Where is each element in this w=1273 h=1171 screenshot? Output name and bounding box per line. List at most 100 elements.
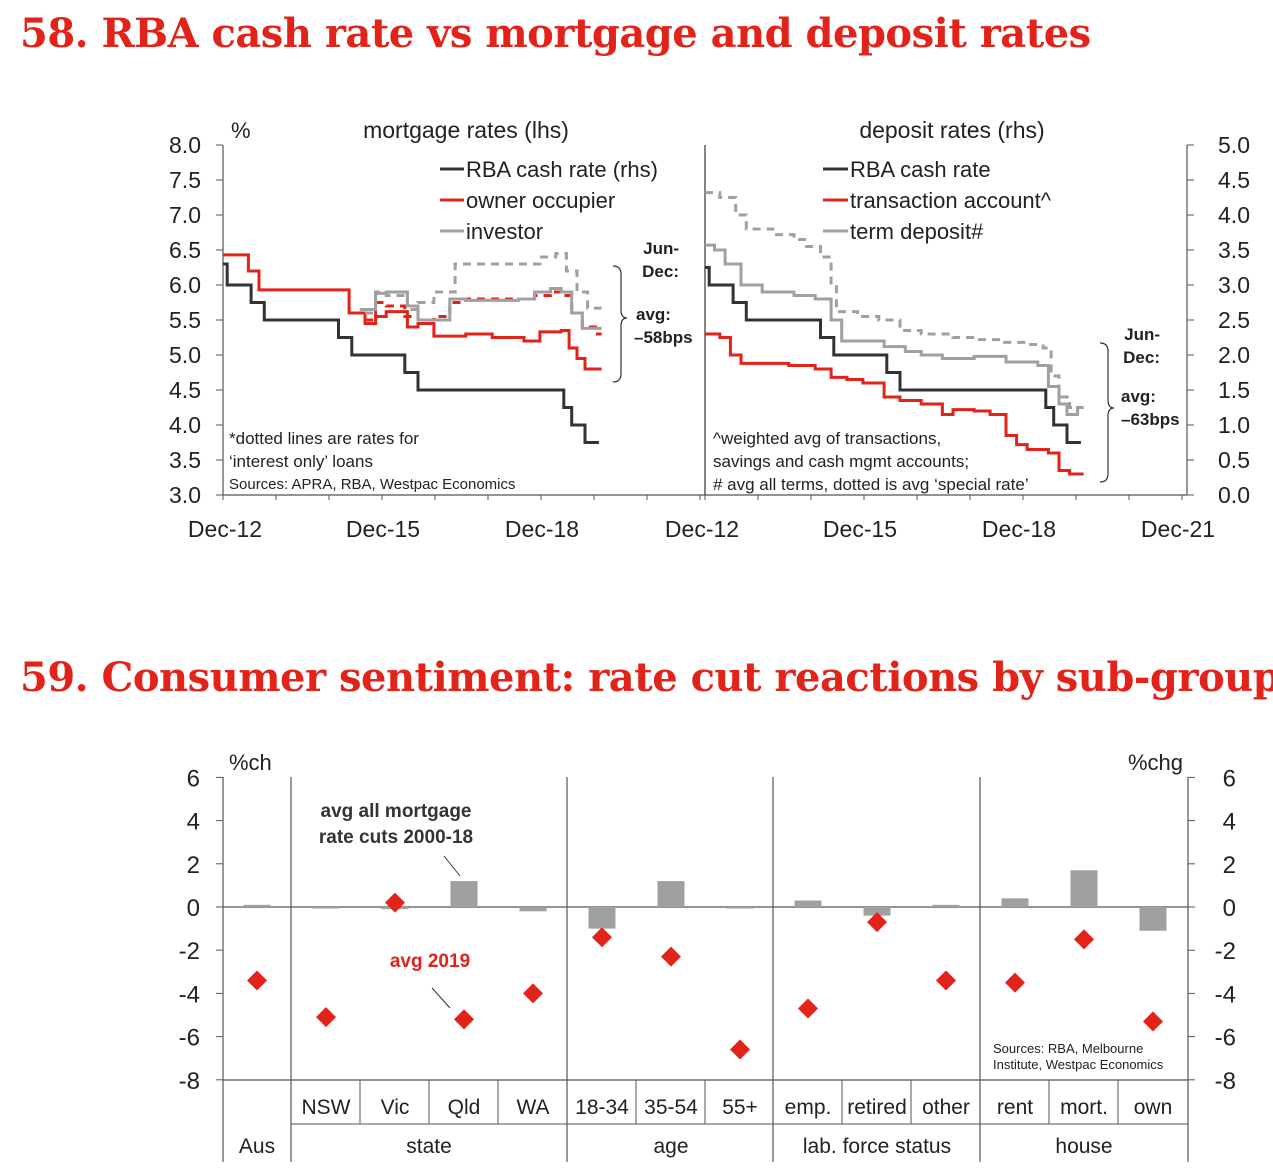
c2-right-tick-label: -4	[1215, 981, 1236, 1008]
left-tick-label: 6.5	[169, 237, 201, 263]
group-label-age: age	[653, 1135, 688, 1158]
c2-left-tick-label: -2	[179, 938, 200, 965]
marker-2019-55	[730, 1039, 750, 1060]
chart1-note-right-2: savings and cash mgmt accounts;	[713, 452, 969, 471]
chart1-right-annotation: Jun- Dec: avg: –63bps	[1099, 325, 1180, 483]
marker-2019-18-34	[592, 927, 612, 948]
x-tick-label-dec-18: Dec-18	[982, 516, 1056, 542]
c2-right-tick-label: -2	[1215, 938, 1236, 965]
chart1-right-panel-title: deposit rates (rhs)	[859, 117, 1044, 143]
chart1-line-cash-rhs	[705, 266, 1081, 444]
chart1-note-right-3: # avg all terms, dotted is avg ‘special …	[713, 475, 1029, 494]
legend-label-investor: investor	[466, 219, 543, 244]
ann-left-line3: avg:	[636, 305, 671, 324]
category-label-other: other	[922, 1096, 970, 1119]
marker-2019-own	[1143, 1011, 1163, 1032]
left-tick-label: 5.5	[169, 307, 201, 333]
left-tick-label: 3.0	[169, 482, 201, 508]
bar-other	[932, 904, 960, 907]
chart1-left-annotation: Jun- Dec: avg: –58bps	[612, 239, 693, 383]
ann-right-line3: avg:	[1121, 387, 1156, 406]
x-tick-label-dec-12: Dec-12	[188, 516, 262, 542]
category-label-55: 55+	[722, 1096, 758, 1119]
left-tick-label: 3.5	[169, 447, 201, 473]
c2-right-tick-label: 2	[1223, 852, 1236, 879]
ann-right-line4: –63bps	[1121, 410, 1180, 429]
category-label-emp: emp.	[785, 1096, 832, 1119]
bar-emp	[794, 900, 822, 907]
x-tick-label-dec-21: Dec-21	[1141, 516, 1215, 542]
group-label-lab-force-status: lab. force status	[803, 1135, 951, 1158]
ann-left-line1: Jun-	[643, 239, 679, 258]
c2-right-tick-label: -6	[1215, 1025, 1236, 1052]
chart2-source-1: Sources: RBA, Melbourne	[993, 1041, 1143, 1056]
chart1-line-cash-lhs	[223, 262, 599, 444]
right-tick-label: 3.0	[1218, 272, 1250, 298]
legend-label-term: term deposit#	[850, 219, 984, 244]
ann-right-line2: Dec:	[1123, 348, 1160, 367]
legend-label-transaction: transaction account^	[850, 188, 1052, 213]
chart-58-title: 58. RBA cash rate vs mortgage and deposi…	[20, 10, 1091, 57]
marker-2019-wa	[523, 983, 543, 1004]
bar-18-34	[588, 907, 616, 929]
right-tick-label: 3.5	[1218, 237, 1250, 263]
right-tick-label: 4.5	[1218, 167, 1250, 193]
c2-right-tick-label: 6	[1223, 765, 1236, 792]
c2-left-tick-label: 4	[187, 809, 200, 836]
chart1-note-left-1: *dotted lines are rates for	[229, 429, 419, 448]
marker-2019-rent	[1005, 972, 1025, 993]
chart-58: 8.0 7.5 7.0 6.5 6.0 5.5 5.0 4.5 4.0 3.5 3.0 5.0 4.5 4…	[169, 117, 1250, 542]
left-tick-label: 7.5	[169, 167, 201, 193]
category-label-vic: Vic	[381, 1096, 410, 1119]
right-tick-label: 1.0	[1218, 412, 1250, 438]
chart1-right-legend: RBA cash rate transaction account^ term …	[823, 157, 1052, 244]
c2-left-tick-label: 2	[187, 852, 200, 879]
chart1-left-legend: RBA cash rate (rhs) owner occupier inves…	[440, 157, 658, 244]
category-label-35-54: 35-54	[644, 1096, 698, 1119]
chart-59-title: 59. Consumer sentiment: rate cut reactio…	[20, 654, 1273, 701]
x-tick-label-dec-15: Dec-15	[346, 516, 420, 542]
chart1-line-owner-occupier	[223, 253, 602, 371]
left-tick-label: 5.0	[169, 342, 201, 368]
ann-left-line4: –58bps	[634, 328, 693, 347]
category-label-18-34: 18-34	[575, 1096, 629, 1119]
chart1-line-investor	[359, 287, 602, 330]
chart1-note-right-1: ^weighted avg of transactions,	[713, 429, 941, 448]
right-tick-label: 4.0	[1218, 202, 1250, 228]
marker-2019-qld	[454, 1009, 474, 1030]
category-label-retired: retired	[847, 1096, 907, 1119]
c2-left-tick-label: 6	[187, 765, 200, 792]
bar-55	[726, 907, 754, 909]
bar-nsw	[312, 907, 340, 909]
chart1-line-term-deposit-special	[705, 191, 1084, 409]
bar-mort	[1070, 870, 1098, 907]
left-tick-label: 8.0	[169, 132, 201, 158]
group-label-state: state	[406, 1135, 452, 1158]
group-label-house: house	[1055, 1135, 1112, 1158]
c2-right-tick-label: -8	[1215, 1068, 1236, 1095]
annotation-avg-line1: avg all mortgage	[321, 801, 472, 822]
chart1-source-left: Sources: APRA, RBA, Westpac Economics	[229, 476, 516, 493]
category-label-rent: rent	[997, 1096, 1033, 1119]
marker-2019-other	[936, 970, 956, 991]
chart2-source-2: Institute, Westpac Economics	[993, 1057, 1164, 1072]
chart2-right-unit: %chg	[1128, 750, 1183, 775]
category-label-nsw: NSW	[302, 1096, 351, 1119]
chart2-left-unit: %ch	[229, 750, 272, 775]
bar-rent	[1001, 898, 1029, 907]
right-tick-label: 1.5	[1218, 377, 1250, 403]
x-tick-label-dec-12: Dec-12	[665, 516, 739, 542]
marker-2019-vic	[385, 892, 405, 913]
x-tick-label-dec-18: Dec-18	[505, 516, 579, 542]
marker-2019-35-54	[661, 946, 681, 967]
c2-right-tick-label: 4	[1223, 809, 1236, 836]
legend-label-cash-lhs: RBA cash rate (rhs)	[466, 157, 658, 182]
c2-left-tick-label: -8	[179, 1068, 200, 1095]
c2-left-tick-label: 0	[187, 895, 200, 922]
left-tick-label: 4.5	[169, 377, 201, 403]
right-tick-label: 2.0	[1218, 342, 1250, 368]
marker-2019-aus	[247, 970, 267, 991]
left-tick-label: 7.0	[169, 202, 201, 228]
left-tick-label: 4.0	[169, 412, 201, 438]
